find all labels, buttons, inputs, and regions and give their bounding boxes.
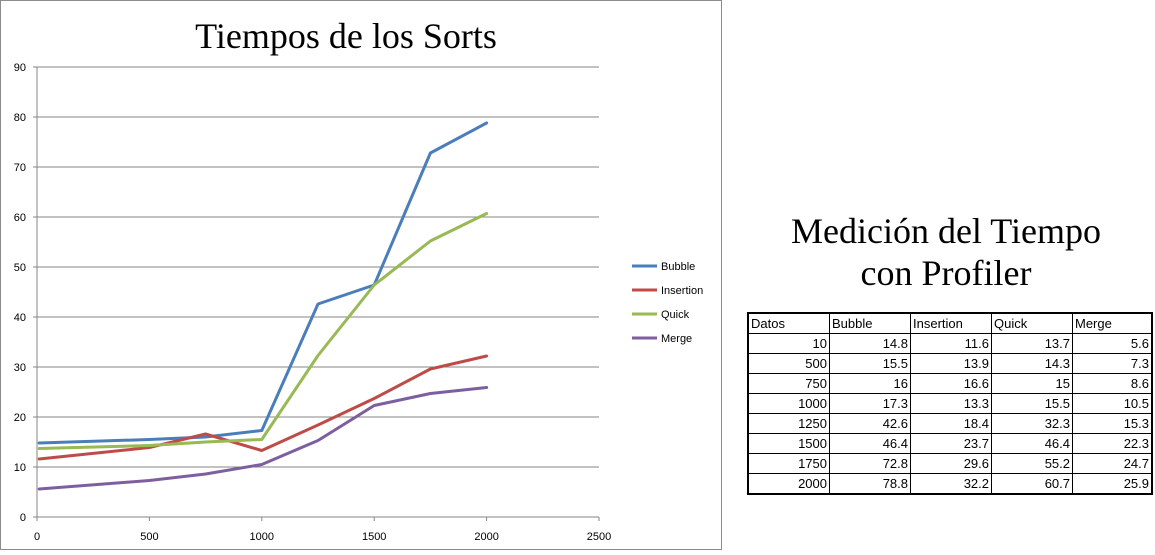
- legend-label-insertion: Insertion: [661, 285, 703, 297]
- table-cell: 22.3: [1072, 433, 1153, 454]
- x-tick-label: 1000: [250, 531, 274, 543]
- series-line-merge: [37, 386, 489, 491]
- table-row: 1250 42.6 18.4 32.3 15.3: [747, 413, 1153, 434]
- table-row: 1500 46.4 23.7 46.4 22.3: [747, 433, 1153, 454]
- table-cell: 500: [747, 353, 830, 374]
- table-cell: 55.2: [991, 453, 1073, 474]
- table-cell: 17.3: [829, 393, 911, 414]
- table-header-bubble: Bubble: [829, 312, 911, 334]
- table-cell: 15: [991, 373, 1073, 394]
- table-header-merge: Merge: [1072, 312, 1153, 334]
- table-cell: 72.8: [829, 453, 911, 474]
- table-row: 1000 17.3 13.3 15.5 10.5: [747, 393, 1153, 414]
- table-header-insertion: Insertion: [910, 312, 992, 334]
- y-tick-label: 20: [14, 412, 26, 424]
- table-cell: 15.3: [1072, 413, 1153, 434]
- table-header-quick: Quick: [991, 312, 1073, 334]
- x-tick-label: 1500: [362, 531, 386, 543]
- table-row: 1750 72.8 29.6 55.2 24.7: [747, 453, 1153, 474]
- series-line-bubble: [37, 121, 489, 445]
- table-cell: 1500: [747, 433, 830, 454]
- x-tick-label: 2500: [587, 531, 611, 543]
- table-row: 2000 78.8 32.2 60.7 25.9: [747, 473, 1153, 495]
- table-cell: 15.5: [991, 393, 1073, 414]
- table-cell: 18.4: [910, 413, 992, 434]
- table-cell: 60.7: [991, 473, 1073, 495]
- table-cell: 42.6: [829, 413, 911, 434]
- table-heading: Medición del Tiempo con Profiler: [748, 210, 1144, 294]
- table-cell: 11.6: [910, 333, 992, 354]
- table-cell: 32.2: [910, 473, 992, 495]
- chart-plot: Tiempos de los Sorts 0 10 20 30 40 50 60 70 80 90…: [14, 16, 703, 543]
- table-heading-line1: Medición del Tiempo: [790, 211, 1101, 251]
- y-tick-label: 70: [14, 162, 26, 174]
- table-cell: 24.7: [1072, 453, 1153, 474]
- y-tick-label: 90: [14, 62, 26, 74]
- table-cell: 10.5: [1072, 393, 1153, 414]
- table-cell: 7.3: [1072, 353, 1153, 374]
- table-cell: 46.4: [991, 433, 1073, 454]
- table-row: 750 16 16.6 15 8.6: [747, 373, 1153, 394]
- legend-label-quick: Quick: [661, 309, 690, 321]
- table-cell: 10: [747, 333, 830, 354]
- data-table: Datos Bubble Insertion Quick Merge 10 14.…: [747, 312, 1153, 495]
- table-cell: 5.6: [1072, 333, 1153, 354]
- table-cell: 23.7: [910, 433, 992, 454]
- table-heading-line2: con Profiler: [860, 253, 1032, 293]
- table-cell: 1750: [747, 453, 830, 474]
- x-tick-label: 0: [34, 531, 40, 543]
- series-line-insertion: [37, 354, 489, 461]
- table-row: 10 14.8 11.6 13.7 5.6: [747, 333, 1153, 354]
- y-tick-label: 40: [14, 312, 26, 324]
- table-cell: 29.6: [910, 453, 992, 474]
- y-tick-label: 10: [14, 462, 26, 474]
- table-cell: 8.6: [1072, 373, 1153, 394]
- y-tick-label: 30: [14, 362, 26, 374]
- table-cell: 1250: [747, 413, 830, 434]
- table-cell: 14.8: [829, 333, 911, 354]
- y-tick-label: 80: [14, 112, 26, 124]
- table-cell: 32.3: [991, 413, 1073, 434]
- table-cell: 13.9: [910, 353, 992, 374]
- y-tick-label: 50: [14, 262, 26, 274]
- table-header-datos: Datos: [747, 312, 830, 334]
- legend-label-merge: Merge: [661, 333, 692, 345]
- y-tick-label: 0: [20, 512, 26, 524]
- table-cell: 13.7: [991, 333, 1073, 354]
- x-tick-label: 2000: [474, 531, 498, 543]
- table-cell: 16: [829, 373, 911, 394]
- legend-label-bubble: Bubble: [661, 261, 695, 273]
- table-cell: 14.3: [991, 353, 1073, 374]
- chart-title: Tiempos de los Sorts: [195, 16, 497, 56]
- series-line-quick: [37, 212, 489, 450]
- chart-frame: Tiempos de los Sorts 0 10 20 30 40 50 60 70 80 90…: [0, 0, 722, 550]
- table-cell: 1000: [747, 393, 830, 414]
- table-header-row: Datos Bubble Insertion Quick Merge: [747, 312, 1153, 334]
- table-cell: 750: [747, 373, 830, 394]
- y-tick-label: 60: [14, 212, 26, 224]
- table-cell: 2000: [747, 473, 830, 495]
- table-cell: 15.5: [829, 353, 911, 374]
- x-tick-label: 500: [140, 531, 158, 543]
- table-cell: 78.8: [829, 473, 911, 495]
- table-cell: 25.9: [1072, 473, 1153, 495]
- table-cell: 16.6: [910, 373, 992, 394]
- table-cell: 46.4: [829, 433, 911, 454]
- table-row: 500 15.5 13.9 14.3 7.3: [747, 353, 1153, 374]
- table-cell: 13.3: [910, 393, 992, 414]
